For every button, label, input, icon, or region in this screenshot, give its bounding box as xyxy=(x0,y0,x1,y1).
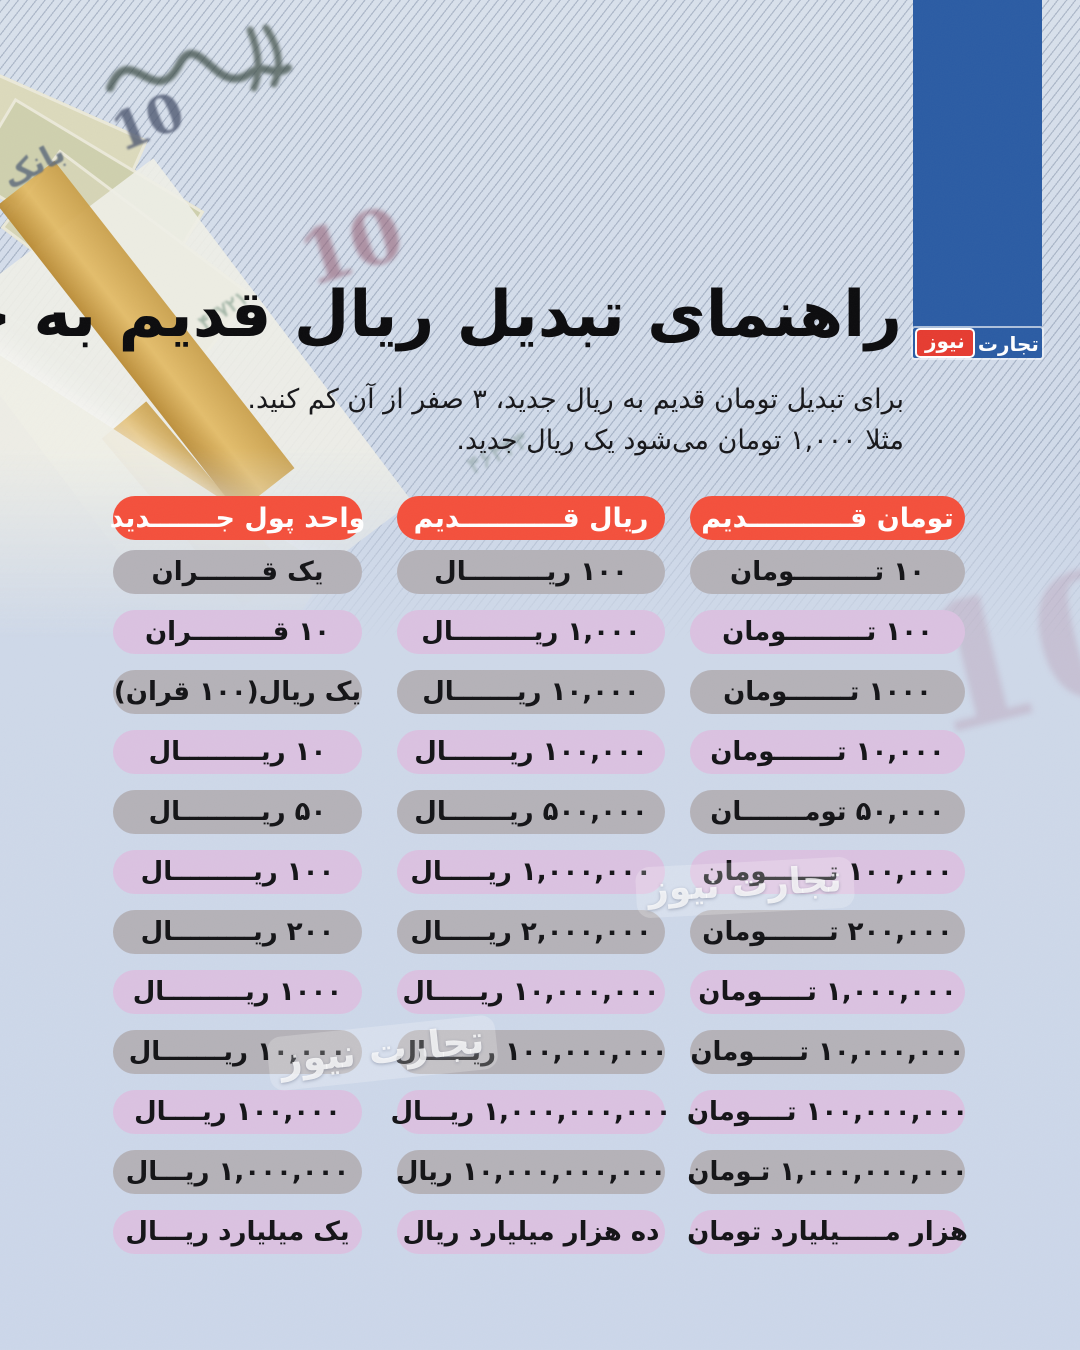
cell-old-rial: ۱,۰۰۰,۰۰۰ ریـــــال xyxy=(397,850,665,894)
column-header-old-toman: تومان قـــــــــــدیم xyxy=(690,496,965,540)
cell-new-unit: ۵۰ ریـــــــــال xyxy=(113,790,362,834)
signature-scribble xyxy=(106,24,292,92)
cell-old-toman: ۱۰۰,۰۰۰,۰۰۰ تــــومان xyxy=(687,1090,968,1134)
page-title: راهنمای تبدیل ریال قدیم به جدید xyxy=(0,277,902,352)
conversion-table: تومان قـــــــــــدیم ریال قـــــــــــد… xyxy=(110,496,968,1270)
brand-blue-block xyxy=(913,0,1042,328)
cell-new-unit: ۱۰ قـــــــــران xyxy=(113,610,362,654)
cell-new-unit: ۱۰۰ ریـــــــــال xyxy=(113,850,362,894)
cell-old-toman: ۱۰,۰۰۰ تـــــــومان xyxy=(690,730,965,774)
cell-new-unit: ۱۰۰۰ ریـــــــــال xyxy=(113,970,362,1014)
table-row: ۱۰۰ تـــــــــومان ۱,۰۰۰ ریـــــــــال ۱… xyxy=(113,610,965,654)
cell-old-toman: ۵۰,۰۰۰ تومـــــــان xyxy=(690,790,965,834)
cell-new-unit: یک ریال(۱۰۰ قران) xyxy=(113,670,362,714)
column-header-new-unit: واحد پول جـــــــدید xyxy=(110,496,365,540)
table-row: ۱۰۰,۰۰۰ تـــــــومان ۱,۰۰۰,۰۰۰ ریـــــال… xyxy=(113,850,965,894)
cell-new-unit: یک قـــــــران xyxy=(113,550,362,594)
table-row: ۱۰,۰۰۰ تـــــــومان ۱۰۰,۰۰۰ ریـــــــال … xyxy=(113,730,965,774)
cell-old-rial: ۲,۰۰۰,۰۰۰ ریـــــال xyxy=(397,910,665,954)
cell-old-toman: ۱۰۰ تـــــــــومان xyxy=(690,610,965,654)
table-row: ۱,۰۰۰,۰۰۰,۰۰۰ تـومان ۱۰,۰۰۰,۰۰۰,۰۰۰ ریال… xyxy=(113,1150,968,1194)
logo-text-niuz: نیوز xyxy=(915,328,975,358)
cell-old-rial: ۱۰,۰۰۰,۰۰۰,۰۰۰ ریال xyxy=(396,1150,666,1194)
cell-old-toman: ۱۰ تـــــــــومان xyxy=(690,550,965,594)
cell-old-toman: ۱,۰۰۰,۰۰۰,۰۰۰ تـومان xyxy=(687,1150,968,1194)
table-row: ۱۰۰۰ تـــــــومان ۱۰,۰۰۰ ریـــــــال یک … xyxy=(113,670,965,714)
cell-old-rial: ۱۰۰ ریـــــــــال xyxy=(397,550,665,594)
column-header-old-rial: ریال قـــــــــــدیم xyxy=(397,496,665,540)
cell-old-rial: ۱۰,۰۰۰,۰۰۰ ریـــــال xyxy=(397,970,665,1014)
cell-new-unit: ۱,۰۰۰,۰۰۰ ریـــال xyxy=(113,1150,362,1194)
table-row: ۱,۰۰۰,۰۰۰ تـــــومان ۱۰,۰۰۰,۰۰۰ ریـــــا… xyxy=(113,970,965,1014)
cell-old-rial: ۱۰۰,۰۰۰ ریـــــــال xyxy=(397,730,665,774)
cell-old-rial: ده هزار میلیارد ریال xyxy=(397,1210,665,1254)
table-row: ۱۰,۰۰۰,۰۰۰ تـــــومان ۱۰۰,۰۰۰,۰۰۰ ریــــ… xyxy=(113,1030,965,1074)
note-line-1: برای تبدیل تومان قدیم به ریال جدید، ۳ صف… xyxy=(247,384,904,415)
cell-old-rial: ۱,۰۰۰,۰۰۰,۰۰۰ ریـــال xyxy=(390,1090,672,1134)
table-row: ۱۰۰,۰۰۰,۰۰۰ تــــومان ۱,۰۰۰,۰۰۰,۰۰۰ ریــ… xyxy=(113,1090,968,1134)
table-row: ۱۰ تـــــــــومان ۱۰۰ ریـــــــــال یک ق… xyxy=(113,550,965,594)
cell-old-toman: ۱۰۰۰ تـــــــومان xyxy=(690,670,965,714)
table-row: ۲۰۰,۰۰۰ تـــــــومان ۲,۰۰۰,۰۰۰ ریـــــال… xyxy=(113,910,965,954)
cell-old-rial: ۵۰۰,۰۰۰ ریـــــــال xyxy=(397,790,665,834)
cell-old-toman: هزار مـــــیلیارد تومان xyxy=(687,1210,968,1254)
note-line-2: مثلا ۱,۰۰۰ تومان می‌شود یک ریال جدید. xyxy=(456,425,904,456)
cell-old-toman: ۱۰۰,۰۰۰ تـــــــومان xyxy=(690,850,965,894)
cell-old-rial: ۱۰,۰۰۰ ریـــــــال xyxy=(397,670,665,714)
cell-new-unit: یک میلیارد ریـــال xyxy=(113,1210,362,1254)
cell-new-unit: ۱۰ ریـــــــــال xyxy=(113,730,362,774)
cell-old-rial: ۱۰۰,۰۰۰,۰۰۰ ریـــــال xyxy=(394,1030,668,1074)
cell-old-toman: ۱۰,۰۰۰,۰۰۰ تـــــومان xyxy=(690,1030,965,1074)
cell-old-rial: ۱,۰۰۰ ریـــــــــال xyxy=(397,610,665,654)
cell-new-unit: ۱۰۰,۰۰۰ ریــــال xyxy=(113,1090,362,1134)
table-row: ۵۰,۰۰۰ تومـــــــان ۵۰۰,۰۰۰ ریـــــــال … xyxy=(113,790,965,834)
table-rows: ۱۰ تـــــــــومان ۱۰۰ ریـــــــــال یک ق… xyxy=(113,550,968,1254)
cell-old-toman: ۱,۰۰۰,۰۰۰ تـــــومان xyxy=(690,970,965,1014)
cell-new-unit: ۱۰,۰۰۰ ریـــــــال xyxy=(113,1030,362,1074)
table-row: هزار مـــــیلیارد تومان ده هزار میلیارد … xyxy=(113,1210,968,1254)
logo-text-tejarat: تجارت xyxy=(977,331,1039,356)
tejarat-news-logo: تجارت نیوز xyxy=(913,328,1042,358)
cell-new-unit: ۲۰۰ ریـــــــــال xyxy=(113,910,362,954)
table-header-row: تومان قـــــــــــدیم ریال قـــــــــــد… xyxy=(110,496,965,540)
conversion-note: برای تبدیل تومان قدیم به ریال جدید، ۳ صف… xyxy=(247,379,904,461)
cell-old-toman: ۲۰۰,۰۰۰ تـــــــومان xyxy=(690,910,965,954)
